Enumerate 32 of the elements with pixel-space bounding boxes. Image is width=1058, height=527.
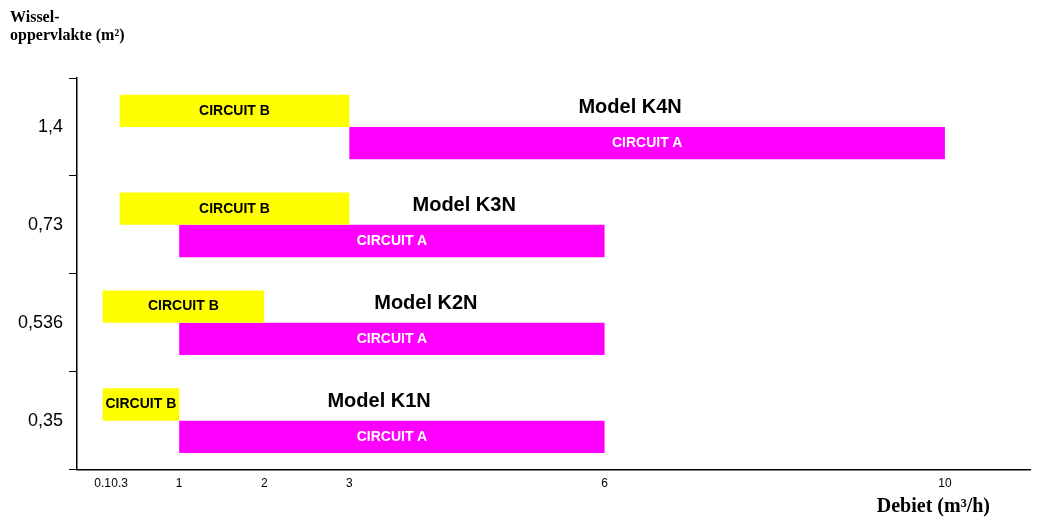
x-tick-label: 1: [175, 475, 183, 490]
bar: [179, 224, 605, 258]
bar: [119, 192, 350, 225]
x-tick-label: 6: [601, 475, 609, 490]
y-tick-label: 0,536: [18, 311, 64, 332]
bar: [179, 420, 605, 453]
bar: [102, 290, 265, 323]
x-tick-label: 0.3: [111, 475, 129, 490]
text: CIRCUIT B: [148, 297, 219, 314]
text: CIRCUIT B: [199, 101, 270, 118]
x-tick-label: 2: [260, 475, 268, 490]
x-tick-label: 3: [345, 475, 353, 490]
annotation: Model K1N: [327, 388, 431, 411]
y-axis-title: Wissel- oppervlakte (m²): [10, 8, 126, 44]
series-label: CIRCUIT A: [356, 329, 427, 346]
x-axis-title: Debiet (m³/h): [876, 494, 990, 517]
bar: [349, 126, 945, 160]
y-tick-label: 0,73: [28, 213, 64, 234]
y-tick-label: 1,4: [38, 115, 64, 136]
annotation: Model K2N: [374, 290, 478, 313]
x-tick-label: 10: [938, 475, 952, 490]
annotation: Model K3N: [412, 192, 516, 215]
annotation: Model K4N: [578, 94, 682, 117]
bar: [179, 322, 605, 356]
text: CIRCUIT B: [199, 199, 270, 216]
bar: [119, 94, 350, 127]
text: CIRCUIT A: [356, 231, 427, 248]
y-tick-label: 0,35: [28, 409, 64, 430]
text: CIRCUIT A: [356, 427, 427, 444]
series-label: CIRCUIT B: [105, 395, 177, 412]
text: CIRCUIT A: [611, 133, 683, 150]
x-tick-label: 0.1: [94, 475, 112, 490]
